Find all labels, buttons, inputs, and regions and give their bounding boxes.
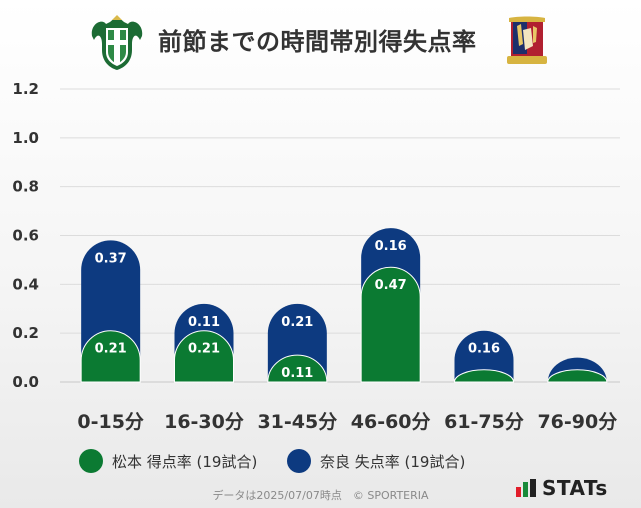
stats-logo-text: STATs: [542, 476, 608, 500]
legend-item-matsumoto: 松本 得点率 (19試合): [79, 449, 257, 473]
legend-swatch-matsumoto: [79, 449, 103, 473]
y-tick-label: 1.2: [12, 80, 39, 98]
legend-swatch-nara: [287, 449, 311, 473]
bar-matsumoto-4: [453, 369, 515, 383]
bar-matsumoto-0: [80, 330, 141, 383]
bar-matsumoto-2: [267, 354, 328, 383]
chart-title: 前節までの時間帯別得失点率: [158, 28, 477, 56]
matsumoto-yamaga-crest-icon: [88, 14, 146, 76]
y-tick-label: 0.8: [12, 178, 39, 196]
data-label-matsumoto: 0.47: [375, 278, 407, 293]
data-label-nara: 0.16: [468, 342, 500, 357]
legend-label-nara: 奈良 失点率 (19試合): [320, 452, 466, 471]
bar-matsumoto-1: [174, 330, 234, 383]
x-tick-label: 16-30分: [164, 411, 244, 433]
y-tick-label: 0.2: [12, 324, 39, 342]
bar-matsumoto-3: [360, 266, 421, 383]
data-label-matsumoto: 0.21: [188, 342, 220, 357]
x-tick-label: 31-45分: [257, 411, 337, 433]
x-tick-label: 46-60分: [351, 411, 431, 433]
y-tick-label: 1.0: [12, 129, 39, 147]
x-tick-label: 76-90分: [537, 411, 617, 433]
legend-label-matsumoto: 松本 得点率 (19試合): [112, 452, 258, 471]
y-tick-label: 0.4: [12, 275, 39, 293]
data-label-matsumoto: 0.11: [281, 366, 313, 381]
legend-item-nara: 奈良 失点率 (19試合): [287, 449, 465, 473]
data-label-nara: 0.37: [95, 251, 127, 266]
y-tick-label: 0.0: [12, 373, 39, 391]
stats-logo-icon: STATs: [516, 476, 608, 500]
nara-club-crest-icon: [503, 16, 551, 72]
data-label-nara: 0.11: [188, 315, 220, 330]
data-label-nara: 0.21: [281, 315, 313, 330]
x-tick-label: 61-75分: [444, 411, 524, 433]
data-label-matsumoto: 0.21: [95, 342, 127, 357]
bar-matsumoto-5: [547, 369, 608, 383]
bar-nara-4: [454, 330, 514, 382]
y-tick-label: 0.6: [12, 227, 39, 245]
stats-bars-icon: [516, 479, 536, 497]
x-tick-label: 0-15分: [77, 411, 144, 433]
footer-note: データは2025/07/07時点 © SPORTERIA: [212, 489, 429, 502]
data-label-nara: 0.16: [375, 239, 407, 254]
